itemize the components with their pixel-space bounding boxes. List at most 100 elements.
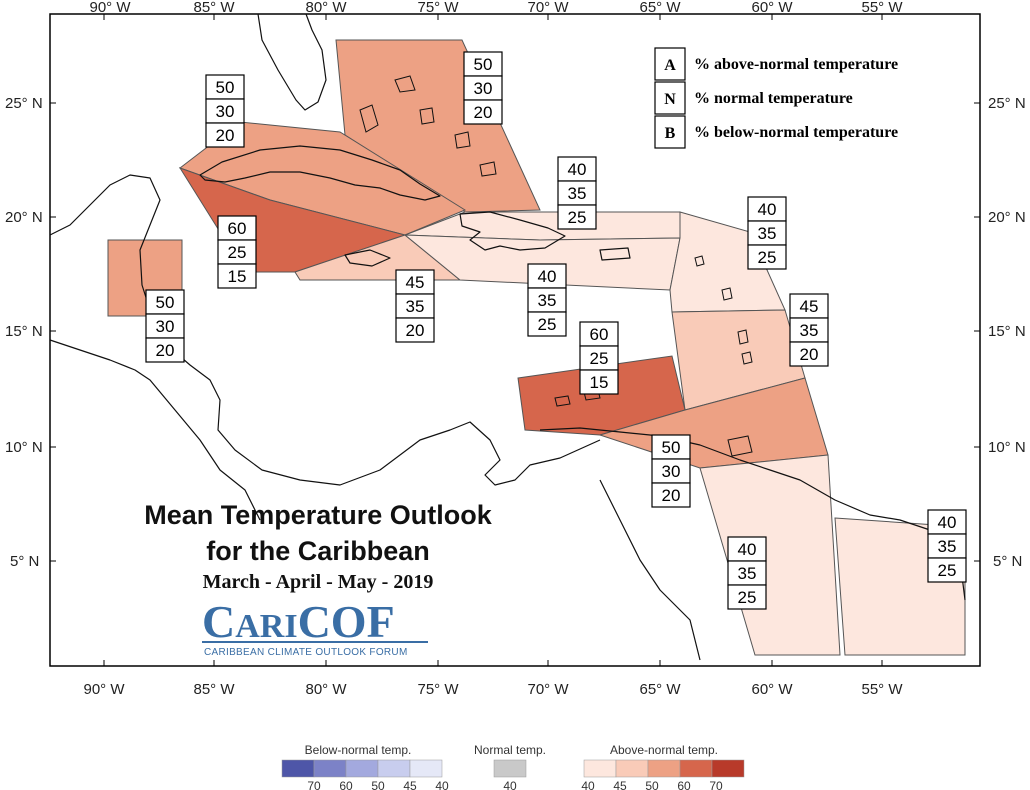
map-period: March - April - May - 2019: [203, 571, 434, 593]
probability-value-above: 50: [216, 78, 235, 97]
probability-cell-below: [395, 317, 435, 343]
region-bahamas: [335, 39, 541, 213]
above-scale-swatch: [679, 759, 713, 778]
logo-subtitle: CARIBBEAN CLIMATE OUTLOOK FORUM: [204, 647, 408, 658]
below-scale-tick: 45: [403, 779, 417, 790]
probability-value-below: 20: [800, 345, 819, 364]
probability-cell-normal: [651, 458, 691, 484]
probability-value-below: 20: [406, 321, 425, 340]
legend-key-letter: A: [664, 57, 676, 74]
probability-value-normal: 30: [216, 102, 235, 121]
below-scale-tick: 40: [435, 779, 449, 790]
legend-key-box: [654, 81, 686, 115]
probability-cell-above: [579, 321, 619, 347]
coast-central-america: [49, 174, 601, 486]
lon-label: 60° W: [751, 681, 793, 698]
legend-key-text: % below-normal temperature: [694, 124, 898, 141]
probability-value-normal: 35: [568, 184, 587, 203]
probability-box-cuba: 50 30 20: [205, 74, 245, 148]
lat-labels-right: 25° N 20° N 15° N 10° N 5° N: [988, 95, 1026, 570]
probability-value-above: 60: [590, 325, 609, 344]
above-scale-tick: 60: [677, 779, 691, 790]
normal-scale-swatch: [493, 759, 527, 778]
probability-box-abc-islands: 60 25 15: [579, 321, 619, 395]
probability-box-leeward-islands: 40 35 25: [747, 196, 787, 270]
probability-value-below: 20: [156, 341, 175, 360]
scale-title-normal: Normal temp.: [474, 743, 546, 757]
probability-value-normal: 35: [406, 297, 425, 316]
above-scale-tick: 50: [645, 779, 659, 790]
probability-value-above: 40: [738, 540, 757, 559]
coast-bahamas: [394, 75, 416, 93]
coast-abc-islands: [554, 395, 571, 407]
lat-label: 5° N: [993, 553, 1022, 570]
probability-box-bahamas: 50 30 20: [463, 51, 503, 125]
below-scale-swatch: [409, 759, 443, 778]
probability-value-above: 60: [228, 219, 247, 238]
coast-lesser-antilles: [741, 351, 753, 365]
lon-label: 90° W: [83, 681, 125, 698]
coast-central-america-pacific: [49, 339, 261, 521]
map-title-line1: Mean Temperature Outlook: [144, 500, 493, 530]
legend-key-text: % above-normal temperature: [694, 56, 898, 73]
probability-cell-normal: [395, 293, 435, 319]
probability-cell-above: [789, 293, 829, 319]
lat-label: 20° N: [988, 209, 1026, 226]
probability-cell-below: [789, 341, 829, 367]
probability-cell-below: [927, 557, 967, 583]
probability-value-above: 45: [406, 273, 425, 292]
below-scale-tick: 60: [339, 779, 353, 790]
axis-ticks: [50, 14, 980, 666]
lon-label: 60° W: [751, 0, 793, 16]
probability-value-normal: 30: [662, 462, 681, 481]
coast-south-america: [539, 427, 966, 601]
legend-key-box: [654, 115, 686, 149]
lat-labels-left: 25° N 20° N 15° N 10° N 5° N: [5, 95, 43, 570]
lat-label: 15° N: [5, 323, 43, 340]
below-scale-swatch: [377, 759, 411, 778]
probability-value-normal: 35: [758, 224, 777, 243]
below-scale-tick: 70: [307, 779, 321, 790]
probability-value-below: 25: [568, 208, 587, 227]
probability-box-cayman-jamaica-west: 60 25 15: [217, 215, 257, 289]
lat-label: 25° N: [988, 95, 1026, 112]
probability-value-normal: 35: [738, 564, 757, 583]
legend: A % above-normal temperature N % normal …: [648, 44, 973, 150]
probability-value-normal: 30: [474, 79, 493, 98]
scale-title-below: Below-normal temp.: [305, 743, 412, 757]
probability-cell-below: [463, 99, 503, 125]
below-scale-tick: 50: [371, 779, 385, 790]
lat-label: 20° N: [5, 209, 43, 226]
coast-puerto-rico: [599, 247, 631, 261]
coast-bahamas: [419, 107, 435, 125]
probability-value-above: 40: [538, 267, 557, 286]
probability-value-normal: 30: [156, 317, 175, 336]
probability-value-above: 50: [474, 55, 493, 74]
coastlines: [49, 13, 966, 661]
lon-label: 55° W: [861, 681, 903, 698]
forecast-regions: [107, 39, 966, 656]
probability-value-below: 25: [938, 561, 957, 580]
lon-label: 70° W: [527, 681, 569, 698]
probability-box-hispaniola-south-pr: 40 35 25: [527, 263, 567, 337]
probability-value-below: 25: [758, 248, 777, 267]
above-scale-swatch: [647, 759, 681, 778]
legend-key-text: % normal temperature: [694, 90, 853, 107]
probability-cell-above: [747, 196, 787, 222]
probability-cell-normal: [217, 239, 257, 265]
probability-value-above: 50: [156, 293, 175, 312]
probability-cell-above: [395, 269, 435, 295]
lon-label: 85° W: [193, 681, 235, 698]
probability-box-suriname-fr-guiana: 40 35 25: [927, 509, 967, 583]
lon-label: 75° W: [417, 0, 459, 16]
scale-title-above: Above-normal temp.: [610, 743, 718, 757]
lat-label: 25° N: [5, 95, 43, 112]
probability-value-below: 15: [228, 267, 247, 286]
title-block: Mean Temperature Outlook for the Caribbe…: [144, 500, 493, 593]
lon-labels-bottom: 90° W 85° W 80° W 75° W 70° W 65° W 60° …: [83, 681, 903, 698]
lat-label: 10° N: [988, 439, 1026, 456]
coast-bahamas-andros: [359, 104, 379, 133]
lon-label: 90° W: [89, 0, 131, 16]
above-scale-swatch: [583, 759, 617, 778]
lon-label: 70° W: [527, 0, 569, 16]
